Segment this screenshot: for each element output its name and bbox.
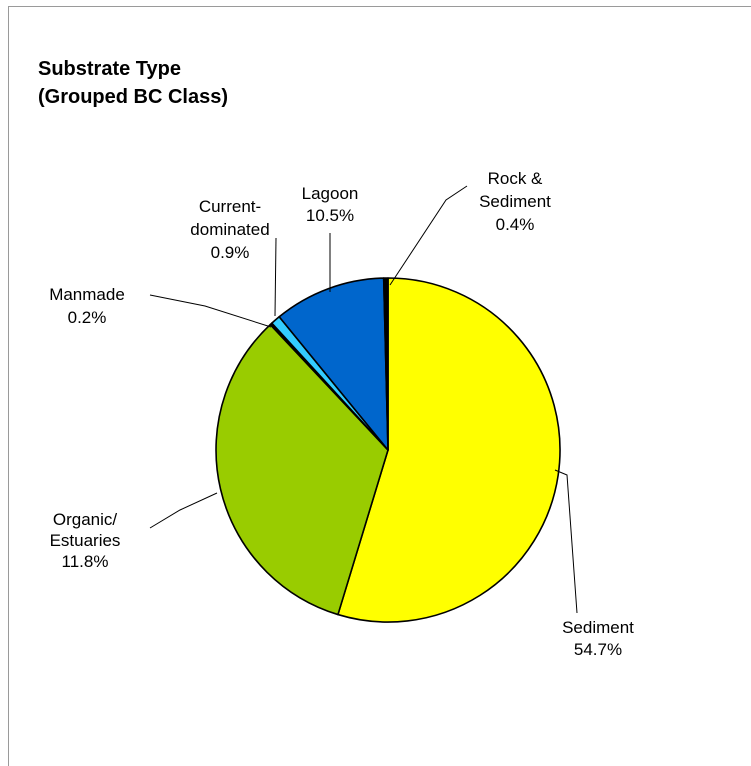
chart-title-line-2: (Grouped BC Class): [38, 86, 229, 108]
pie-chart: Sediment 54.7% Organic/Estuaries 11.8% Manma…: [49, 169, 634, 659]
slice-label-rock-sediment: Rock & Sediment 0.4%: [479, 169, 551, 234]
chart-title-line-1: Substrate Type: [38, 58, 181, 80]
slice-label-line: Current-: [199, 197, 261, 216]
slice-label-line: Estuaries: [50, 531, 121, 550]
slice-label-line: Sediment: [562, 618, 634, 637]
slice-label-sediment: Sediment 54.7%: [562, 618, 634, 659]
leader-line-sediment: [554, 469, 578, 614]
slice-label-line: 0.9%: [211, 243, 250, 262]
leader-line-manmade: [149, 294, 272, 328]
slice-label-line: Rock &: [488, 169, 543, 188]
leader-line-rock-sediment: [389, 185, 468, 286]
slice-label-line: dominated: [190, 220, 269, 239]
slice-label-manmade: Manmade 0.2%: [49, 285, 125, 327]
pie-slice-organic-estuaries: [215, 323, 389, 616]
slice-label-line: 54.7%: [574, 640, 622, 659]
pie-slice-lagoon: [278, 277, 389, 451]
slice-label-line: 11.8%: [62, 552, 109, 571]
slice-label-line: 0.2%: [68, 308, 107, 327]
pie-slice-rock-sediment: [382, 277, 389, 451]
slice-label-line: Sediment: [479, 192, 551, 211]
slice-label-current-dominated: Current-dominated 0.9%: [190, 197, 269, 262]
slice-label-line: Organic/: [53, 510, 118, 529]
slice-label-line: 0.4%: [496, 215, 535, 234]
slice-label-line: Lagoon: [302, 184, 359, 203]
slice-label-line: 10.5%: [306, 206, 354, 225]
slice-label-lagoon: Lagoon 10.5%: [302, 184, 359, 225]
chart-frame: [8, 6, 751, 766]
leader-line-organic-estuaries: [149, 492, 218, 529]
slice-label-line: Manmade: [49, 285, 125, 304]
pie-slice-sediment: [337, 277, 561, 623]
leader-line-current-dominated: [274, 237, 277, 317]
slice-label-organic-estuaries: Organic/Estuaries 11.8%: [50, 510, 121, 571]
chart-title: Substrate Type (Grouped BC Class): [38, 55, 228, 111]
